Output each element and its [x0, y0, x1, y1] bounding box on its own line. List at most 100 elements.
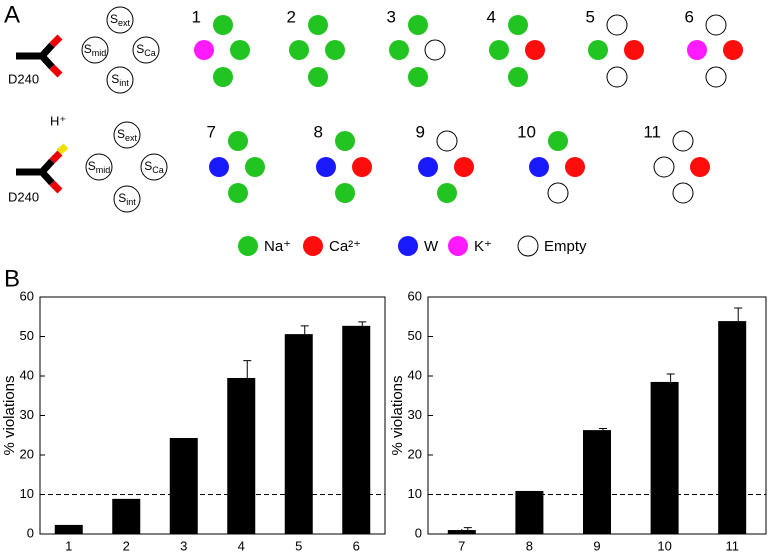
- bar: [284, 334, 313, 534]
- bar: [112, 498, 141, 534]
- site-main: S: [118, 191, 126, 205]
- site-circle: [113, 121, 141, 149]
- ion: [508, 67, 528, 87]
- site-circle: [106, 6, 134, 34]
- bar: [169, 438, 198, 534]
- ion: [705, 14, 727, 36]
- site-label: Sext: [117, 127, 138, 143]
- bar: [515, 490, 544, 534]
- configuration-label: 3: [387, 7, 396, 26]
- bar: [54, 524, 83, 534]
- site-label: Smid: [84, 42, 107, 58]
- ion: [672, 182, 694, 204]
- residue-label: D240: [8, 71, 39, 86]
- y-tick-label: 0: [27, 525, 34, 540]
- y-tick-label: 40: [408, 367, 422, 382]
- ion: [228, 131, 248, 151]
- site-sub: int: [119, 78, 129, 88]
- x-tick-label: 6: [353, 538, 360, 553]
- ion: [424, 39, 446, 61]
- ion: [308, 15, 328, 35]
- ion: [335, 183, 355, 203]
- x-tick-label: 8: [526, 538, 533, 553]
- y-axis-label: % violations: [389, 375, 406, 455]
- x-tick-label: 2: [123, 538, 130, 553]
- proton-label: H⁺: [50, 113, 66, 128]
- site-sub: mid: [92, 48, 107, 58]
- legend-label: Ca²⁺: [329, 238, 361, 255]
- ion: [230, 40, 250, 60]
- legend-label: Na⁺: [264, 238, 291, 255]
- site-circle: [85, 153, 113, 181]
- plot-frame: [39, 296, 386, 535]
- ion: [408, 67, 428, 87]
- site-circle: [106, 66, 134, 94]
- x-tick-label: 10: [657, 538, 671, 553]
- ion: [525, 40, 545, 60]
- site-sub: ext: [125, 133, 138, 143]
- ion: [308, 67, 328, 87]
- legend-label: Empty: [544, 238, 587, 255]
- x-tick-label: 7: [458, 538, 465, 553]
- configuration-label: 1: [192, 7, 201, 26]
- legend-swatch: [238, 236, 258, 256]
- site-label: Sext: [110, 12, 131, 28]
- legend-swatch: [303, 236, 323, 256]
- ion: [690, 157, 710, 177]
- residue-icon: [16, 143, 69, 194]
- x-tick-label: 11: [725, 538, 739, 553]
- legend-swatch: [448, 236, 468, 256]
- ion: [723, 40, 743, 60]
- y-tick-label: 50: [408, 328, 422, 343]
- configuration-label: 11: [643, 122, 661, 141]
- residue-label: D240: [8, 189, 39, 204]
- bar: [650, 381, 679, 534]
- ion: [209, 157, 229, 177]
- configuration-label: 9: [416, 122, 425, 141]
- error-bar: [358, 321, 367, 326]
- site-sub: ext: [118, 18, 131, 28]
- y-tick-label: 20: [20, 446, 34, 461]
- legend-label: W: [424, 238, 439, 255]
- y-tick-label: 0: [415, 525, 422, 540]
- bar: [342, 325, 371, 534]
- ion: [245, 157, 265, 177]
- site-main: S: [88, 159, 96, 173]
- configuration-label: 10: [517, 122, 536, 141]
- site-label: SCa: [136, 42, 156, 58]
- configuration-label: 2: [287, 7, 296, 26]
- error-bar: [599, 428, 607, 431]
- bar: [718, 321, 747, 534]
- ion: [194, 40, 214, 60]
- y-tick-label: 60: [408, 288, 422, 303]
- y-tick-label: 10: [20, 486, 34, 501]
- site-circle: [81, 36, 109, 64]
- x-tick-label: 5: [295, 538, 302, 553]
- site-main: S: [111, 72, 119, 86]
- error-bar: [666, 373, 675, 382]
- ion: [213, 67, 233, 87]
- configuration-label: 5: [586, 7, 595, 26]
- legend-label: K⁺: [474, 238, 492, 255]
- x-tick-label: 1: [65, 538, 72, 553]
- site-sub: Ca: [144, 48, 156, 58]
- ion: [653, 156, 675, 178]
- site-label: SCa: [144, 159, 164, 175]
- ion: [408, 15, 428, 35]
- y-tick-label: 60: [20, 288, 34, 303]
- error-bar: [734, 307, 743, 322]
- y-tick-label: 10: [408, 486, 422, 501]
- ion: [588, 40, 608, 60]
- configuration-label: 8: [314, 122, 323, 141]
- panel-label: A: [4, 1, 20, 28]
- ion: [316, 157, 336, 177]
- ion: [687, 40, 707, 60]
- y-tick-label: 30: [20, 407, 34, 422]
- y-tick-label: 20: [408, 446, 422, 461]
- configuration-label: 6: [685, 7, 694, 26]
- site-main: S: [117, 127, 125, 141]
- configuration-label: 7: [207, 122, 216, 141]
- ion: [606, 66, 628, 88]
- panel-label: B: [4, 265, 20, 292]
